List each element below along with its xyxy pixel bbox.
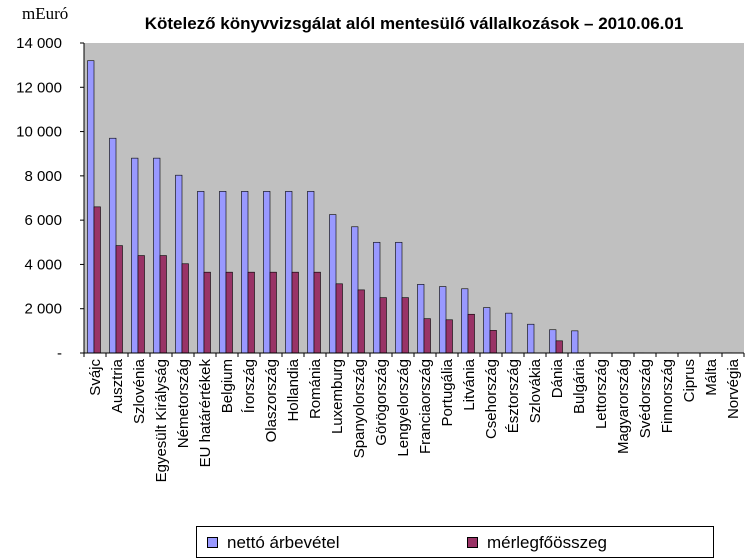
bar-netto-18 xyxy=(483,307,491,354)
x-category-label-9: Hollandia xyxy=(285,358,302,421)
bar-merleg-7 xyxy=(247,271,255,354)
bar-merleg-0 xyxy=(93,206,101,354)
x-category-label-5: EU határértékek xyxy=(197,359,214,468)
bar-netto-5 xyxy=(197,191,205,354)
bar-netto-12 xyxy=(351,226,359,354)
bar-netto-14 xyxy=(395,241,403,354)
bar-merleg-16 xyxy=(445,319,453,354)
bar-netto-4 xyxy=(175,174,183,354)
x-category-label-29: Norvégia xyxy=(725,358,742,419)
bar-netto-15 xyxy=(417,284,425,354)
y-tick-label-4: 8 000 xyxy=(24,168,62,185)
bar-merleg-5 xyxy=(203,271,211,354)
x-category-label-0: Svájc xyxy=(87,359,104,396)
bar-netto-21 xyxy=(549,329,557,354)
bar-netto-7 xyxy=(241,191,249,354)
bar-netto-22 xyxy=(571,330,579,354)
bar-netto-3 xyxy=(153,157,161,354)
y-tick-label-0: - xyxy=(57,345,62,362)
x-category-label-6: Belgium xyxy=(219,359,236,413)
bar-merleg-11 xyxy=(335,283,343,354)
x-category-label-7: Írország xyxy=(241,359,258,413)
bar-merleg-6 xyxy=(225,271,233,354)
y-tick-label-3: 6 000 xyxy=(24,212,62,229)
x-category-label-17: Litvánia xyxy=(461,358,478,410)
bar-merleg-14 xyxy=(401,297,409,354)
bar-merleg-10 xyxy=(313,271,321,354)
bar-netto-0 xyxy=(87,60,95,354)
bar-netto-2 xyxy=(131,157,139,354)
bar-netto-6 xyxy=(219,191,227,354)
bar-merleg-1 xyxy=(115,245,123,354)
x-category-label-13: Görögország xyxy=(373,359,390,446)
legend-swatch-netto xyxy=(207,537,218,548)
bar-merleg-18 xyxy=(489,330,497,354)
bar-netto-9 xyxy=(285,191,293,354)
x-category-label-2: Szlovénia xyxy=(131,358,148,424)
bar-netto-10 xyxy=(307,191,315,354)
x-category-label-26: Finnország xyxy=(659,359,676,433)
x-category-label-24: Magyarország xyxy=(615,359,632,454)
x-category-label-8: Olaszország xyxy=(263,359,280,442)
bar-merleg-4 xyxy=(181,263,189,354)
x-category-label-19: Észtország xyxy=(505,359,522,433)
x-category-label-18: Csehország xyxy=(483,359,500,439)
x-category-label-11: Luxemburg xyxy=(329,359,346,434)
plot-area xyxy=(84,43,744,353)
legend-label-netto: nettó árbevétel xyxy=(227,533,340,552)
y-tick-label-5: 10 000 xyxy=(16,124,62,141)
bar-merleg-13 xyxy=(379,297,387,354)
bar-netto-8 xyxy=(263,191,271,354)
bar-merleg-9 xyxy=(291,271,299,354)
x-category-label-20: Szlovákia xyxy=(527,358,544,423)
y-tick-label-2: 4 000 xyxy=(24,256,62,273)
y-tick-label-6: 12 000 xyxy=(16,79,62,96)
unit-label: mEuró xyxy=(22,4,69,23)
bar-merleg-8 xyxy=(269,271,277,354)
x-category-label-23: Lettország xyxy=(593,359,610,429)
legend-swatch-merleg xyxy=(467,537,478,548)
x-category-label-27: Ciprus xyxy=(681,359,698,402)
x-category-label-12: Spanyolország xyxy=(351,359,368,458)
bar-merleg-12 xyxy=(357,289,365,354)
x-category-label-10: Románia xyxy=(307,358,324,419)
bar-netto-17 xyxy=(461,288,469,354)
x-category-label-15: Franciaország xyxy=(417,359,434,454)
x-category-label-28: Málta xyxy=(703,358,720,395)
bar-merleg-2 xyxy=(137,255,145,354)
bar-netto-11 xyxy=(329,214,337,354)
x-category-label-1: Ausztria xyxy=(109,358,126,413)
bar-netto-19 xyxy=(505,312,513,354)
bar-netto-20 xyxy=(527,323,535,354)
y-tick-label-1: 2 000 xyxy=(24,301,62,318)
legend: nettó árbevétel mérlegfőösszeg xyxy=(196,526,714,558)
bar-netto-1 xyxy=(109,137,117,354)
x-category-label-16: Portugália xyxy=(439,358,456,426)
bar-merleg-17 xyxy=(467,313,475,354)
x-category-label-21: Dánia xyxy=(549,358,566,398)
bar-netto-16 xyxy=(439,286,447,354)
bar-merleg-3 xyxy=(159,255,167,354)
legend-label-merleg: mérlegfőösszeg xyxy=(487,533,608,552)
bar-netto-13 xyxy=(373,241,381,354)
x-category-label-4: Németország xyxy=(175,359,192,448)
x-category-label-25: Svédország xyxy=(637,359,654,438)
chart-title: Kötelező könyvvizsgálat alól mentesülő v… xyxy=(144,14,684,33)
x-category-label-14: Lengyelország xyxy=(395,359,412,457)
x-category-label-3: Egyesült Királyság xyxy=(153,359,170,482)
bar-merleg-15 xyxy=(423,318,431,354)
bar-merleg-21 xyxy=(555,340,563,354)
x-category-label-22: Bulgária xyxy=(571,358,588,414)
y-tick-label-7: 14 000 xyxy=(16,35,62,52)
